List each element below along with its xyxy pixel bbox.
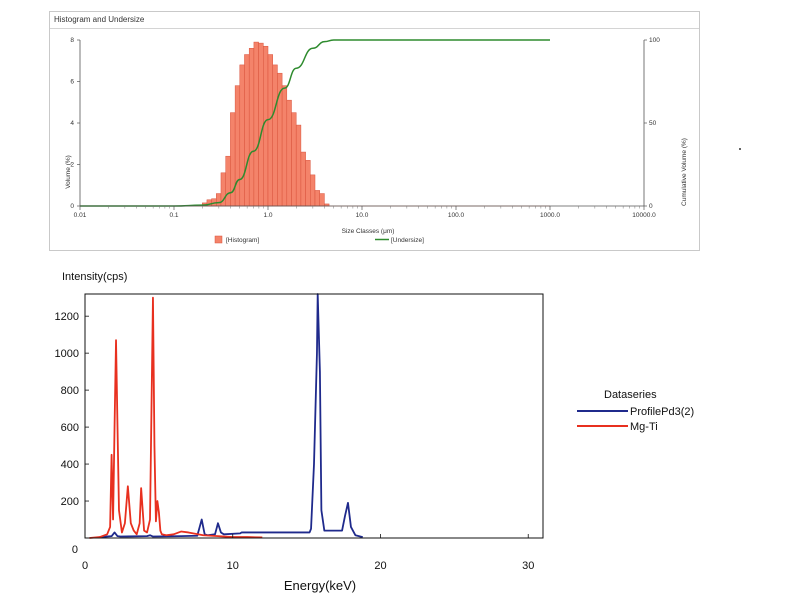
- plot-frame: [84, 293, 544, 539]
- y2-axis-label: Cumulative Volume (%): [681, 138, 688, 206]
- x-tick-label: 0.1: [169, 212, 178, 219]
- y-origin-label: 0: [72, 544, 78, 556]
- spectrum-lines: [89, 293, 363, 539]
- spectrum-axes: [84, 293, 544, 539]
- histogram-panel: Histogram and Undersize: [49, 11, 700, 251]
- x-tick-label: 20: [374, 560, 386, 572]
- y-tick-label: 200: [61, 496, 79, 508]
- panel-divider: [50, 28, 699, 29]
- y-axis-label: Intensity(cps): [62, 271, 127, 283]
- histogram-chart: 0.01 0.1 1.0 10.0 100.0 1000.0 10000.0 0 2 4 6 8 0 50…: [65, 37, 688, 244]
- x-tick-label: 1.0: [263, 212, 272, 219]
- x-tick-label: 10000.0: [632, 212, 656, 219]
- y2-tick-label: 100: [649, 37, 660, 44]
- x-tick-label: 0.01: [74, 212, 87, 219]
- legend-histogram-swatch: [214, 235, 223, 244]
- y-tick-label: 2: [70, 162, 74, 169]
- spectrum-ticks: 0 10 20 30 200 400 600 800 1000 1200 0: [55, 311, 535, 572]
- panel-title: Histogram and Undersize: [54, 15, 145, 24]
- legend-histogram-label: [Histogram]: [226, 237, 259, 244]
- y-tick-label: 6: [70, 79, 74, 86]
- legend-profilepd3-label: ProfilePd3(2): [630, 406, 694, 418]
- x-tick-label: 10.0: [356, 212, 369, 219]
- y-tick-label: 0: [70, 203, 74, 210]
- y2-tick-label: 0: [649, 203, 653, 210]
- x-axis-label: Size Classes (μm): [342, 228, 395, 235]
- x-tick-label: 30: [522, 560, 534, 572]
- y2-tick-label: 50: [649, 120, 657, 127]
- x-tick-label: 10: [227, 560, 239, 572]
- legend-title: Dataseries: [604, 389, 657, 401]
- profilepd3-line: [99, 293, 363, 538]
- y-tick-label: 4: [70, 120, 74, 127]
- y-tick-label: 800: [61, 385, 79, 397]
- legend-mgti-label: Mg-Ti: [630, 421, 658, 433]
- undersize-line: [80, 39, 550, 207]
- x-tick-label: 1000.0: [540, 212, 560, 219]
- x-tick-label: 100.0: [448, 212, 465, 219]
- y-tick-label: 1000: [55, 348, 79, 360]
- y-axis-label: Volume (%): [65, 155, 72, 189]
- undersize-curve: [80, 39, 550, 207]
- y-tick-label: 400: [61, 459, 79, 471]
- y-tick-label: 600: [61, 422, 79, 434]
- x-tick-label: 0: [82, 560, 88, 572]
- y-tick-label: 8: [70, 37, 74, 44]
- x-axis-label: Energy(keV): [284, 578, 356, 593]
- mgti-line: [89, 296, 263, 539]
- legend-undersize-label: [Undersize]: [391, 237, 424, 244]
- chart-ticks: 0.01 0.1 1.0 10.0 100.0 1000.0 10000.0 0 2 4 6 8 0 50…: [70, 37, 660, 219]
- stray-dot: [739, 148, 741, 150]
- y-tick-label: 1200: [55, 311, 79, 323]
